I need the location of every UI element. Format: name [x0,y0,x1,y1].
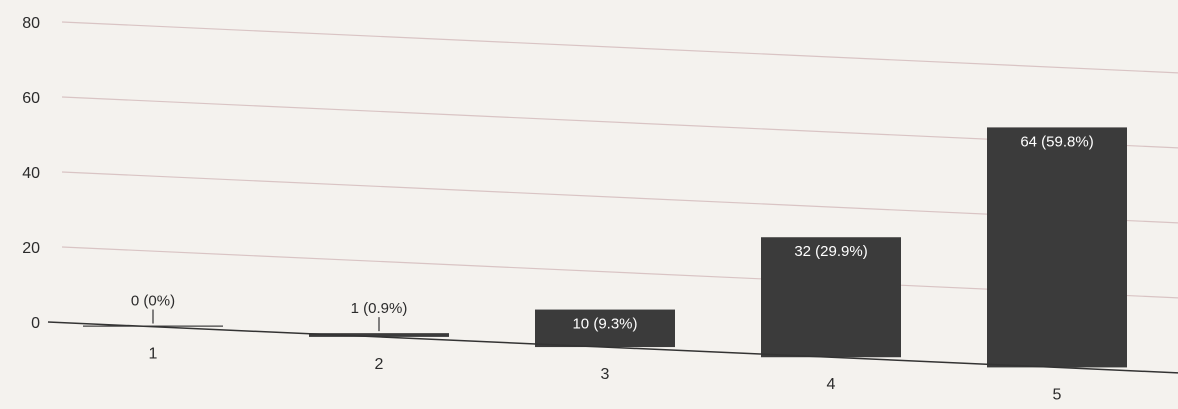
gridline-80 [61,21,1178,74]
bar-4 [761,237,901,358]
bars [83,127,1127,368]
y-tick-label: 0 [31,315,40,332]
x-axis-line [47,321,1178,374]
x-category-label: 3 [601,366,610,383]
data-labels: 0 (0%) 1 (0.9%) 10 (9.3%) 32 (29.9%) 64 (59.… [131,133,1094,332]
x-axis [47,321,1178,374]
bar-3 [535,309,675,348]
x-category-label: 2 [375,356,384,373]
x-category-label: 1 [149,346,158,363]
data-label: 1 (0.9%) [351,300,408,317]
data-label: 0 (0%) [131,293,175,310]
data-label: 64 (59.8%) [1020,133,1093,150]
data-label: 32 (29.9%) [794,243,867,260]
x-axis-categories: 1 2 3 4 5 [149,346,1062,404]
y-tick-label: 60 [22,90,40,107]
y-axis-ticks: 0 20 40 60 80 [22,15,40,332]
bar-5 [987,127,1127,368]
x-category-label: 5 [1053,386,1062,403]
y-tick-label: 80 [22,15,40,32]
y-tick-label: 40 [22,165,40,182]
y-tick-label: 20 [22,240,40,257]
bar-2 [309,333,449,337]
x-category-label: 4 [827,376,836,393]
data-label: 10 (9.3%) [572,316,637,333]
